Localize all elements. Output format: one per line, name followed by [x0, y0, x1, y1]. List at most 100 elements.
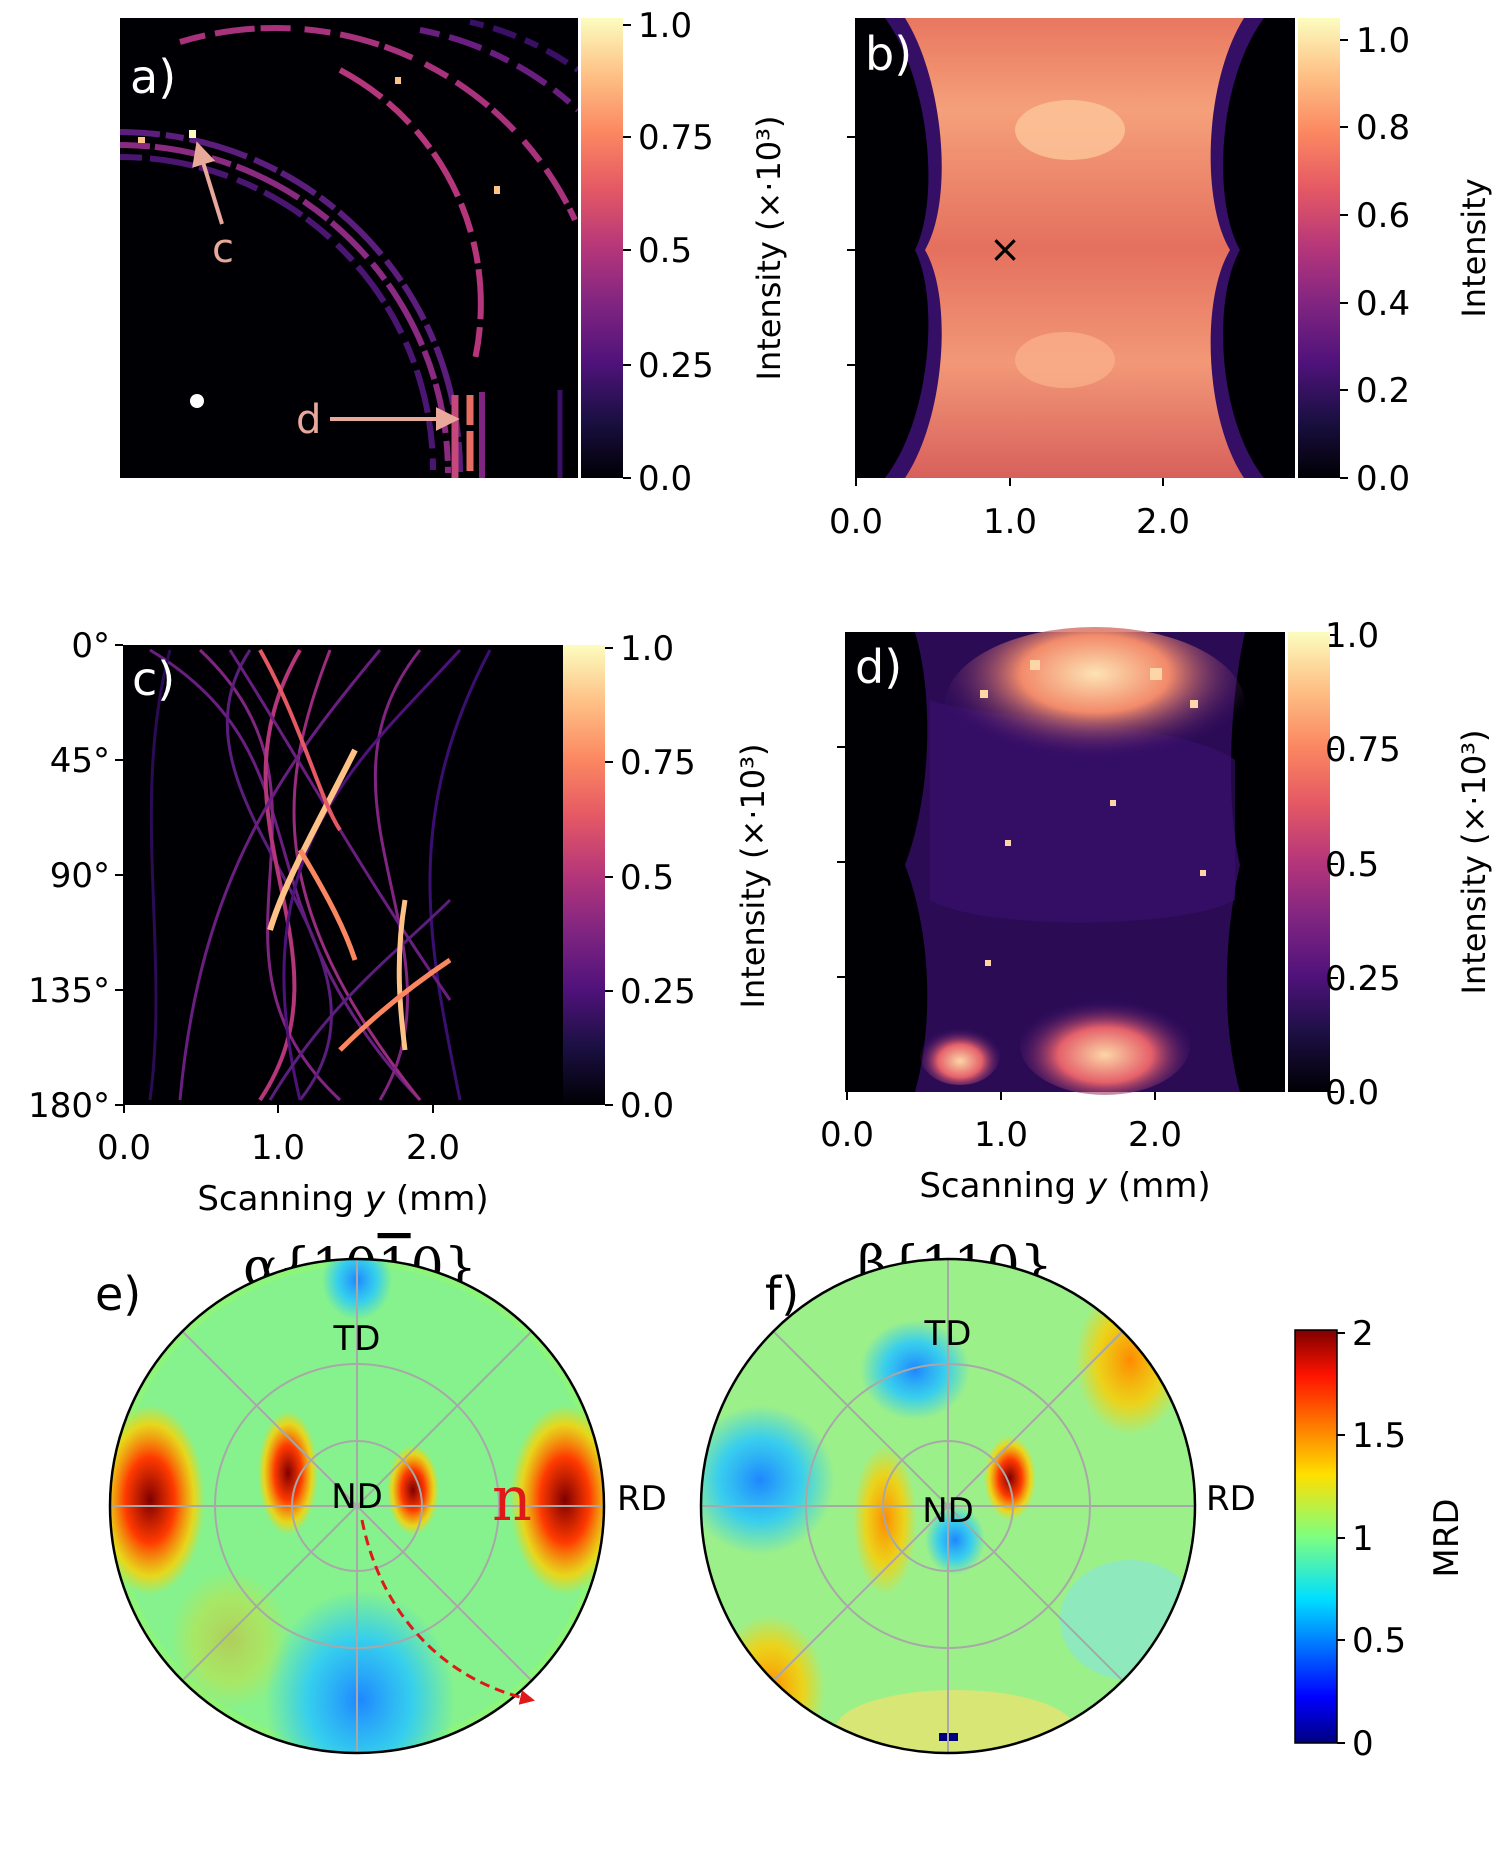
colorbar-c-tick: 0.25	[620, 972, 696, 1012]
panel-a-label: a)	[130, 50, 176, 104]
colorbar-b-tick: 0.4	[1356, 284, 1410, 324]
colorbar-b	[1298, 18, 1340, 478]
bright-grains-bottom	[920, 1025, 1000, 1085]
colorbar-c-tick: 0.5	[620, 858, 674, 898]
panel-a: a) c d 1.0 0.75 0.5 0.25 0.0 Intensity (…	[120, 6, 788, 499]
panel-f: f) β{110} TD RD ND	[699, 1236, 1256, 1755]
colorbar-c-label: Intensity (×·10³)	[734, 744, 772, 1009]
panel-c-yticks	[115, 644, 123, 1106]
panel-d-xtick: 2.0	[1128, 1115, 1182, 1155]
mrd-tick: 0	[1352, 1724, 1374, 1764]
mrd-tick: 0.5	[1352, 1621, 1406, 1661]
td-label: TD	[924, 1314, 972, 1354]
panel-c-ytick: 0°	[71, 626, 110, 666]
nd-label: ND	[922, 1491, 974, 1531]
annotation-c: c	[212, 226, 234, 272]
rd-label: RD	[1206, 1479, 1256, 1519]
panel-d-xtick: 1.0	[974, 1115, 1028, 1155]
annotation-d: d	[296, 397, 321, 443]
panel-b-xtick: 1.0	[983, 502, 1037, 542]
panel-b-xtick: 2.0	[1136, 502, 1190, 542]
bright-grains-top	[945, 627, 1245, 783]
colorbar-d-tick: 1.0	[1325, 616, 1379, 656]
sinogram-mean	[905, 18, 1244, 478]
panel-d-xlabel: Scanning y (mm)	[919, 1166, 1210, 1206]
colorbar-b-tick: 1.0	[1356, 21, 1410, 61]
colorbar-b-tick: 0.6	[1356, 196, 1410, 236]
marker-x: ×	[989, 227, 1021, 271]
panel-c-image	[123, 645, 563, 1105]
sinogram-curves	[148, 648, 492, 1102]
colorbar-a-tick: 0.75	[638, 118, 714, 158]
panel-c-label: c)	[132, 652, 175, 706]
normal-n-label: n	[492, 1462, 532, 1535]
panel-e-label: e)	[95, 1267, 141, 1321]
panel-e: e) α{1010} TD RD ND n	[95, 1238, 667, 1755]
panel-c: c) 0° 45° 90° 135° 180° 0.0 1.0 2.0 Scan…	[28, 626, 772, 1219]
pole-figure-outline	[699, 1257, 1197, 1755]
bright-region	[1015, 332, 1115, 388]
colorbar-a-tick: 0.25	[638, 346, 714, 386]
mrd-tick: 2	[1352, 1314, 1374, 1354]
colorbar-d	[1288, 632, 1330, 1092]
bright-region	[1015, 100, 1125, 160]
colorbar-b-label: Intensity	[1455, 178, 1493, 317]
colorbar-b-tick: 0.2	[1356, 371, 1410, 411]
beam-center-dot	[190, 394, 204, 408]
colorbar-c-tick: 0.75	[620, 743, 696, 783]
colorbar-a-label: Intensity (×·10³)	[750, 116, 788, 381]
panel-c-ytick: 180°	[28, 1086, 110, 1126]
panel-b-xticks	[855, 478, 1164, 486]
panel-c-ytick: 90°	[50, 856, 110, 896]
colorbar-d-tick: 0.25	[1325, 959, 1401, 999]
panel-c-xtick: 0.0	[97, 1128, 151, 1168]
panel-b-xtick: 0.0	[829, 502, 883, 542]
pole-figure-outline	[108, 1257, 606, 1755]
colorbar-a-tick: 0.0	[638, 459, 692, 499]
pole-figure-grid-f	[701, 1259, 1195, 1753]
mrd-colorbar-label: MRD	[1427, 1498, 1467, 1577]
mrd-colorbar: 2 1.5 1 0.5 0 MRD	[1294, 1314, 1467, 1764]
colorbar-d-label: Intensity (×·10³)	[1455, 730, 1493, 995]
mrd-colorbar-bar	[1294, 1329, 1338, 1744]
td-label: TD	[333, 1319, 381, 1359]
bright-grains-bottom	[1020, 995, 1190, 1095]
colorbar-a-tick: 1.0	[638, 6, 692, 46]
colorbar-a-tick: 0.5	[638, 231, 692, 271]
panel-b: × b) 0.0 1.0 2.0 1.0 0.8	[829, 18, 1493, 542]
panel-c-xticks	[123, 1105, 434, 1113]
colorbar-d-ticks	[1330, 634, 1338, 1093]
panel-d-xticks	[846, 1092, 1156, 1100]
colorbar-c-ticks	[605, 647, 613, 1106]
panel-d-label: d)	[855, 640, 902, 694]
pole-figure-grid-e	[110, 1259, 604, 1753]
panel-b-label: b)	[865, 27, 912, 81]
panel-d-xtick: 0.0	[820, 1115, 874, 1155]
mrd-colorbar-ticks	[1337, 1332, 1345, 1744]
mrd-tick: 1	[1352, 1519, 1374, 1559]
mrd-tick: 1.5	[1352, 1416, 1406, 1456]
arrow-c	[192, 141, 224, 225]
panel-d-yticks	[837, 746, 845, 978]
colorbar-c	[563, 645, 605, 1105]
bright-spot	[494, 186, 500, 194]
panel-c-xtick: 2.0	[406, 1128, 460, 1168]
colorbar-c-tick: 0.0	[620, 1086, 674, 1126]
panel-b-yticks	[847, 136, 855, 366]
colorbar-b-tick: 0.8	[1356, 108, 1410, 148]
colorbar-c-tick: 1.0	[620, 629, 674, 669]
rd-label: RD	[617, 1479, 667, 1519]
bright-spot	[138, 137, 145, 143]
panel-c-ytick: 135°	[28, 971, 110, 1011]
panel-c-xlabel: Scanning y (mm)	[197, 1179, 488, 1219]
panel-c-xtick: 1.0	[251, 1128, 305, 1168]
bright-spot	[189, 130, 196, 138]
colorbar-a-ticks	[623, 24, 631, 479]
panel-d: d) 0.0 1.0 2.0 Scanning y (mm) 1.0 0.	[820, 616, 1493, 1206]
bright-spot	[395, 77, 401, 84]
colorbar-d-tick: 0.75	[1325, 730, 1401, 770]
rotation-arrow	[360, 1519, 535, 1705]
colorbar-b-ticks	[1340, 39, 1348, 479]
colorbar-b-tick: 0.0	[1356, 459, 1410, 499]
